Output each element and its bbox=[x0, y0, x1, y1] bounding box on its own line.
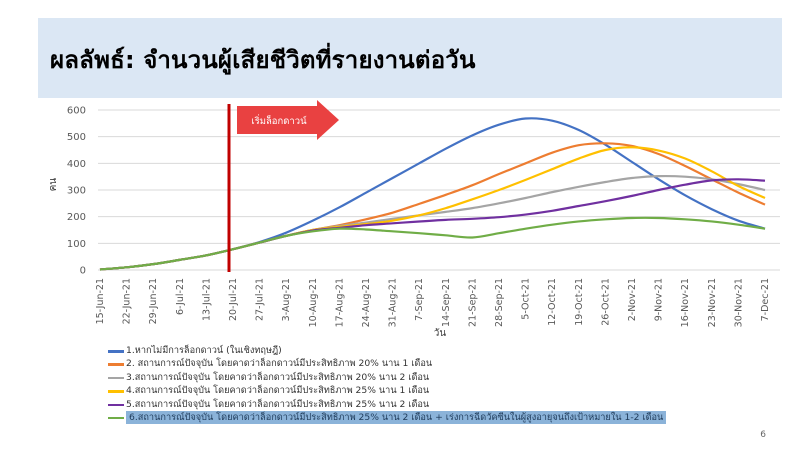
title-bar: ผลลัพธ์: จำนวนผู้เสียชีวิตที่รายงานต่อวั… bbox=[38, 18, 782, 98]
y-tick-label: 200 bbox=[67, 212, 86, 223]
x-tick-label: 7-Dec-21 bbox=[760, 278, 771, 321]
y-tick-label: 500 bbox=[67, 132, 86, 143]
legend-item-3: 3.สถานการณ์ปัจจุบัน โดยคาดว่าล็อกดาวน์มี… bbox=[108, 371, 748, 384]
legend-swatch bbox=[108, 390, 124, 393]
legend-swatch bbox=[108, 416, 124, 420]
legend-item-6: 6.สถานการณ์ปัจจุบัน โดยคาดว่าล็อกดาวน์มี… bbox=[108, 410, 748, 425]
x-tick-label: 21-Sep-21 bbox=[467, 278, 478, 327]
y-tick-label: 600 bbox=[67, 106, 86, 117]
x-tick-label: 3-Aug-21 bbox=[281, 278, 292, 321]
x-tick-label: 19-Oct-21 bbox=[574, 278, 585, 326]
legend-label: 5.สถานการณ์ปัจจุบัน โดยคาดว่าล็อกดาวน์มี… bbox=[126, 398, 430, 410]
legend-label: 2. สถานการณ์ปัจจุบัน โดยคาดว่าล็อกดาวน์ม… bbox=[126, 358, 433, 370]
x-tick-label: 22-Jun-21 bbox=[122, 278, 133, 324]
legend-item-2: 2. สถานการณ์ปัจจุบัน โดยคาดว่าล็อกดาวน์ม… bbox=[108, 357, 748, 370]
x-tick-label: 29-Jun-21 bbox=[148, 278, 159, 324]
y-tick-label: 400 bbox=[67, 159, 86, 170]
series-line-1 bbox=[99, 117, 766, 271]
x-tick-label: 20-Jul-21 bbox=[228, 278, 239, 321]
series-line-2 bbox=[99, 142, 766, 271]
x-tick-label: 7-Sep-21 bbox=[414, 278, 425, 321]
x-tick-label: 2-Nov-21 bbox=[627, 278, 638, 321]
chart-legend: 1.หากไม่มีการล็อกดาวน์ (ในเชิงทฤษฎี) 2. ส… bbox=[108, 344, 748, 425]
legend-item-5: 5.สถานการณ์ปัจจุบัน โดยคาดว่าล็อกดาวน์มี… bbox=[108, 398, 748, 411]
x-tick-label: 5-Oct-21 bbox=[521, 278, 532, 320]
y-tick-label: 100 bbox=[67, 239, 86, 250]
legend-label: 6.สถานการณ์ปัจจุบัน โดยคาดว่าล็อกดาวน์มี… bbox=[126, 410, 667, 425]
x-tick-label: 9-Nov-21 bbox=[654, 278, 665, 321]
x-tick-label: 24-Aug-21 bbox=[361, 278, 372, 327]
x-tick-label: 26-Oct-21 bbox=[600, 278, 611, 326]
legend-label: 1.หากไม่มีการล็อกดาวน์ (ในเชิงทฤษฎี) bbox=[126, 345, 282, 356]
legend-label: 3.สถานการณ์ปัจจุบัน โดยคาดว่าล็อกดาวน์มี… bbox=[126, 371, 430, 383]
legend-item-1: 1.หากไม่มีการล็อกดาวน์ (ในเชิงทฤษฎี) bbox=[108, 344, 748, 357]
y-tick-label: 300 bbox=[67, 186, 86, 197]
series-line-4 bbox=[99, 146, 766, 271]
x-tick-label: 13-Jul-21 bbox=[201, 278, 212, 321]
y-axis-label: คน bbox=[48, 178, 59, 192]
series-line-6 bbox=[99, 216, 766, 271]
x-tick-label: 10-Aug-21 bbox=[308, 278, 319, 327]
legend-swatch bbox=[108, 350, 124, 353]
lockdown-arrow bbox=[237, 100, 339, 140]
x-tick-label: 28-Sep-21 bbox=[494, 278, 505, 327]
x-tick-label: 6-Jul-21 bbox=[175, 278, 186, 315]
slide-title: ผลลัพธ์: จำนวนผู้เสียชีวิตที่รายงานต่อวั… bbox=[50, 46, 476, 74]
lockdown-arrow-label: เริ่มล็อกดาวน์ bbox=[251, 114, 307, 127]
x-tick-label: 14-Sep-21 bbox=[441, 278, 452, 327]
x-tick-label: 16-Nov-21 bbox=[680, 278, 691, 327]
x-tick-label: 23-Nov-21 bbox=[707, 278, 718, 327]
x-tick-label: 30-Nov-21 bbox=[733, 278, 744, 327]
x-tick-label: 17-Aug-21 bbox=[334, 278, 345, 327]
legend-item-4: 4.สถานการณ์ปัจจุบัน โดยคาดว่าล็อกดาวน์มี… bbox=[108, 384, 748, 397]
x-tick-label: 15-Jun-21 bbox=[95, 278, 106, 324]
legend-label: 4.สถานการณ์ปัจจุบัน โดยคาดว่าล็อกดาวน์มี… bbox=[126, 385, 430, 397]
x-tick-label: 12-Oct-21 bbox=[547, 278, 558, 326]
line-chart: 0 100 200 300 400 500 600 คน 15-Jun-21 22-Jun-21 2… bbox=[48, 100, 780, 339]
page-number: 6 bbox=[760, 430, 766, 440]
legend-swatch bbox=[108, 363, 124, 366]
x-axis-label: วัน bbox=[434, 328, 447, 339]
legend-swatch bbox=[108, 376, 124, 380]
legend-swatch bbox=[108, 403, 124, 407]
x-tick-label: 31-Aug-21 bbox=[388, 278, 399, 327]
y-tick-label: 0 bbox=[80, 266, 86, 277]
x-tick-label: 27-Jul-21 bbox=[255, 278, 266, 321]
